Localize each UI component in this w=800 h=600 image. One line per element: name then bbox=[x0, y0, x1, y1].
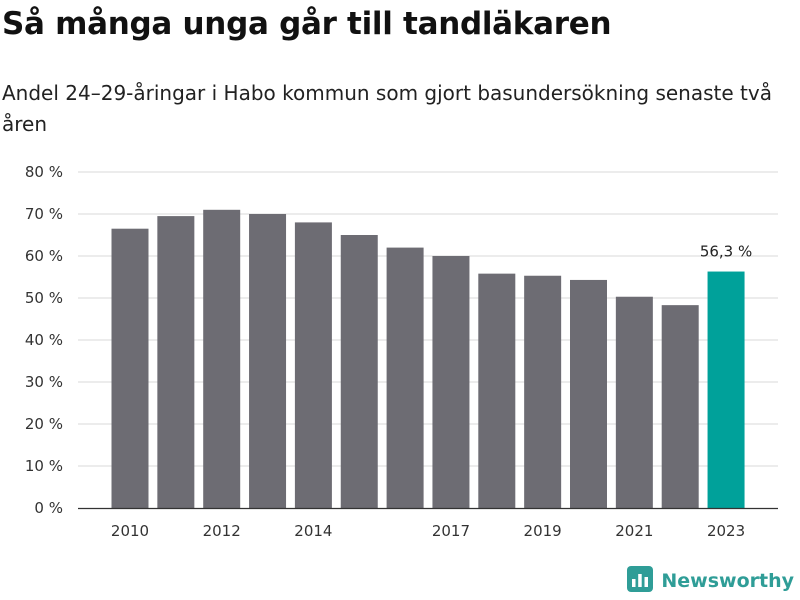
x-tick-label: 2023 bbox=[707, 522, 745, 540]
bar-2016 bbox=[386, 247, 424, 508]
bar-2022 bbox=[661, 305, 699, 508]
y-tick-label: 10 % bbox=[25, 457, 63, 475]
bar-2018 bbox=[478, 273, 516, 508]
y-tick-label: 70 % bbox=[25, 205, 63, 223]
x-tick-label: 2021 bbox=[615, 522, 653, 540]
y-tick-label: 40 % bbox=[25, 331, 63, 349]
bar-2010 bbox=[111, 228, 149, 508]
bar-2011 bbox=[157, 216, 195, 508]
y-tick-label: 30 % bbox=[25, 373, 63, 391]
x-tick-label: 2017 bbox=[432, 522, 470, 540]
data-label: 56,3 % bbox=[700, 243, 752, 261]
y-tick-label: 0 % bbox=[34, 499, 63, 517]
y-tick-label: 60 % bbox=[25, 247, 63, 265]
brand-logo: Newsworthy bbox=[627, 566, 794, 596]
chart-title: Så många unga går till tandläkaren bbox=[2, 6, 612, 42]
bar-2015 bbox=[340, 235, 378, 508]
bar-2020 bbox=[570, 279, 607, 508]
brand-name: Newsworthy bbox=[661, 570, 794, 592]
bar-chart: 0 % 10 % 20 % 30 % 40 % 50 % 60 % 70 % 80 % 2010 2… bbox=[25, 163, 778, 540]
x-tick-label: 2012 bbox=[203, 522, 241, 540]
x-tick-label: 2010 bbox=[111, 522, 149, 540]
bar-2013 bbox=[249, 214, 287, 508]
bar-chart-logo-icon bbox=[627, 566, 654, 596]
bar-2019 bbox=[524, 275, 562, 508]
y-tick-label: 20 % bbox=[25, 415, 63, 433]
bar-2023 bbox=[707, 271, 745, 508]
bar-2021 bbox=[615, 296, 653, 508]
bar-2014 bbox=[294, 222, 332, 508]
y-tick-label: 50 % bbox=[25, 289, 63, 307]
x-tick-label: 2014 bbox=[294, 522, 332, 540]
bar-2017 bbox=[432, 256, 470, 508]
x-tick-label: 2019 bbox=[524, 522, 562, 540]
chart-subtitle: Andel 24–29-åringar i Habo kommun som gj… bbox=[2, 81, 772, 136]
y-tick-label: 80 % bbox=[25, 163, 63, 181]
bar-2012 bbox=[203, 209, 241, 509]
